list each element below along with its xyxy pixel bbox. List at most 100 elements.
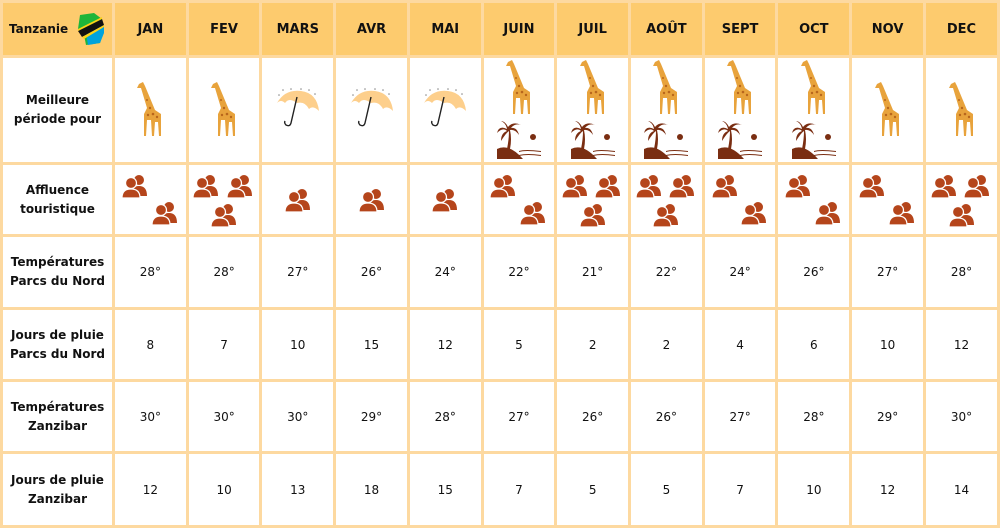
rain-umbrella-icon xyxy=(424,87,467,126)
value-cell: 12 xyxy=(923,307,1000,382)
value-cell: 2 xyxy=(628,307,705,382)
month-header-7: AOÛT xyxy=(628,0,705,58)
row-temp_zanzibar: Températures Zanzibar 30° 30° 30° 29° 28° 27° 2… xyxy=(0,379,1000,454)
value-cell: 10 xyxy=(775,451,853,528)
crowd-level-cell xyxy=(480,162,558,237)
tourists-icon xyxy=(784,174,811,199)
month-header-11: DEC xyxy=(923,0,1000,58)
row-label: Jours de pluie Zanzibar xyxy=(0,451,115,528)
tourists-icon xyxy=(226,174,252,199)
row-temp_north: Températures Parcs du Nord 28° 28° 27° 26° 24… xyxy=(0,234,1000,310)
giraffe-icon xyxy=(211,81,236,136)
value-cell: 7 xyxy=(480,451,558,528)
row-crowd: Affluence touristique xyxy=(0,162,1000,237)
best-period-cell xyxy=(480,55,558,165)
value-cell: 7 xyxy=(701,451,779,528)
tourists-icon xyxy=(930,174,956,199)
month-header-1: FEV xyxy=(185,0,263,58)
value-cell: 27° xyxy=(259,234,337,310)
month-header-5: JUIN xyxy=(480,0,558,58)
value-cell: 12 xyxy=(112,451,189,528)
giraffe-icon xyxy=(948,81,973,136)
beach-palm-icon xyxy=(644,121,689,159)
tourists-icon xyxy=(652,203,679,228)
value-cell: 29° xyxy=(333,379,410,454)
tourists-icon xyxy=(947,203,974,228)
best-period-cell xyxy=(775,55,853,165)
tourists-icon xyxy=(579,203,605,228)
tourists-icon xyxy=(489,174,516,199)
value-cell: 10 xyxy=(259,307,337,382)
value-cell: 26° xyxy=(628,379,705,454)
value-cell: 26° xyxy=(333,234,410,310)
value-cell: 24° xyxy=(406,234,484,310)
beach-palm-icon xyxy=(496,121,541,159)
value-cell: 22° xyxy=(628,234,705,310)
value-cell: 28° xyxy=(923,234,1000,310)
best-period-cell xyxy=(112,55,189,165)
tourists-icon xyxy=(192,174,219,199)
tourists-icon xyxy=(561,174,587,199)
value-cell: 29° xyxy=(849,379,926,454)
tourists-icon xyxy=(814,202,840,226)
row-label: Températures Parcs du Nord xyxy=(0,234,115,310)
tourists-icon xyxy=(121,174,147,199)
giraffe-icon xyxy=(874,81,899,136)
value-cell: 15 xyxy=(406,451,484,528)
tourists-icon xyxy=(150,202,177,226)
tourists-icon xyxy=(710,174,737,199)
giraffe-icon xyxy=(727,60,752,114)
tourists-icon xyxy=(888,202,914,226)
value-cell: 5 xyxy=(628,451,705,528)
crowd-level-cell xyxy=(849,162,926,237)
month-header-4: MAI xyxy=(406,0,484,58)
value-cell: 7 xyxy=(185,307,263,382)
beach-palm-icon xyxy=(791,121,836,159)
crowd-level-cell xyxy=(775,162,853,237)
value-cell: 18 xyxy=(333,451,410,528)
value-cell: 4 xyxy=(701,307,779,382)
value-cell: 13 xyxy=(259,451,337,528)
month-header-3: AVR xyxy=(333,0,410,58)
best-period-cell xyxy=(701,55,779,165)
giraffe-icon xyxy=(800,60,825,114)
beach-palm-icon xyxy=(570,121,615,159)
value-cell: 28° xyxy=(112,234,189,310)
row-label: Températures Zanzibar xyxy=(0,379,115,454)
crowd-level-cell xyxy=(628,162,705,237)
tourists-icon xyxy=(668,174,694,199)
crowd-level-cell xyxy=(185,162,263,237)
month-header-2: MARS xyxy=(259,0,337,58)
rain-umbrella-icon xyxy=(350,87,393,126)
value-cell: 28° xyxy=(185,234,263,310)
value-cell: 26° xyxy=(775,234,853,310)
tourists-icon xyxy=(284,188,310,213)
best-period-cell xyxy=(554,55,632,165)
country-label: Tanzanie xyxy=(9,22,69,36)
value-cell: 30° xyxy=(259,379,337,454)
best-period-cell xyxy=(406,55,484,165)
best-period-cell xyxy=(923,55,1000,165)
value-cell: 5 xyxy=(554,451,632,528)
value-cell: 30° xyxy=(185,379,263,454)
rain-umbrella-icon xyxy=(276,87,319,126)
value-cell: 27° xyxy=(701,379,779,454)
best-period-cell xyxy=(259,55,337,165)
tourists-icon xyxy=(858,174,884,199)
month-header-8: SEPT xyxy=(701,0,779,58)
value-cell: 24° xyxy=(701,234,779,310)
value-cell: 12 xyxy=(849,451,926,528)
crowd-level-cell xyxy=(406,162,484,237)
value-cell: 5 xyxy=(480,307,558,382)
row-rain_zanzibar: Jours de pluie Zanzibar 12 10 13 18 15 7 5 5 7 10 1… xyxy=(0,451,1000,528)
value-cell: 12 xyxy=(406,307,484,382)
value-cell: 30° xyxy=(923,379,1000,454)
best-period-cell xyxy=(849,55,926,165)
giraffe-icon xyxy=(579,60,604,114)
tourists-icon xyxy=(431,188,458,213)
tourists-icon xyxy=(210,203,237,228)
country-header: Tanzanie xyxy=(0,0,115,58)
crowd-level-cell xyxy=(923,162,1000,237)
row-label: Affluence touristique xyxy=(0,162,115,237)
tourists-icon xyxy=(963,174,990,199)
